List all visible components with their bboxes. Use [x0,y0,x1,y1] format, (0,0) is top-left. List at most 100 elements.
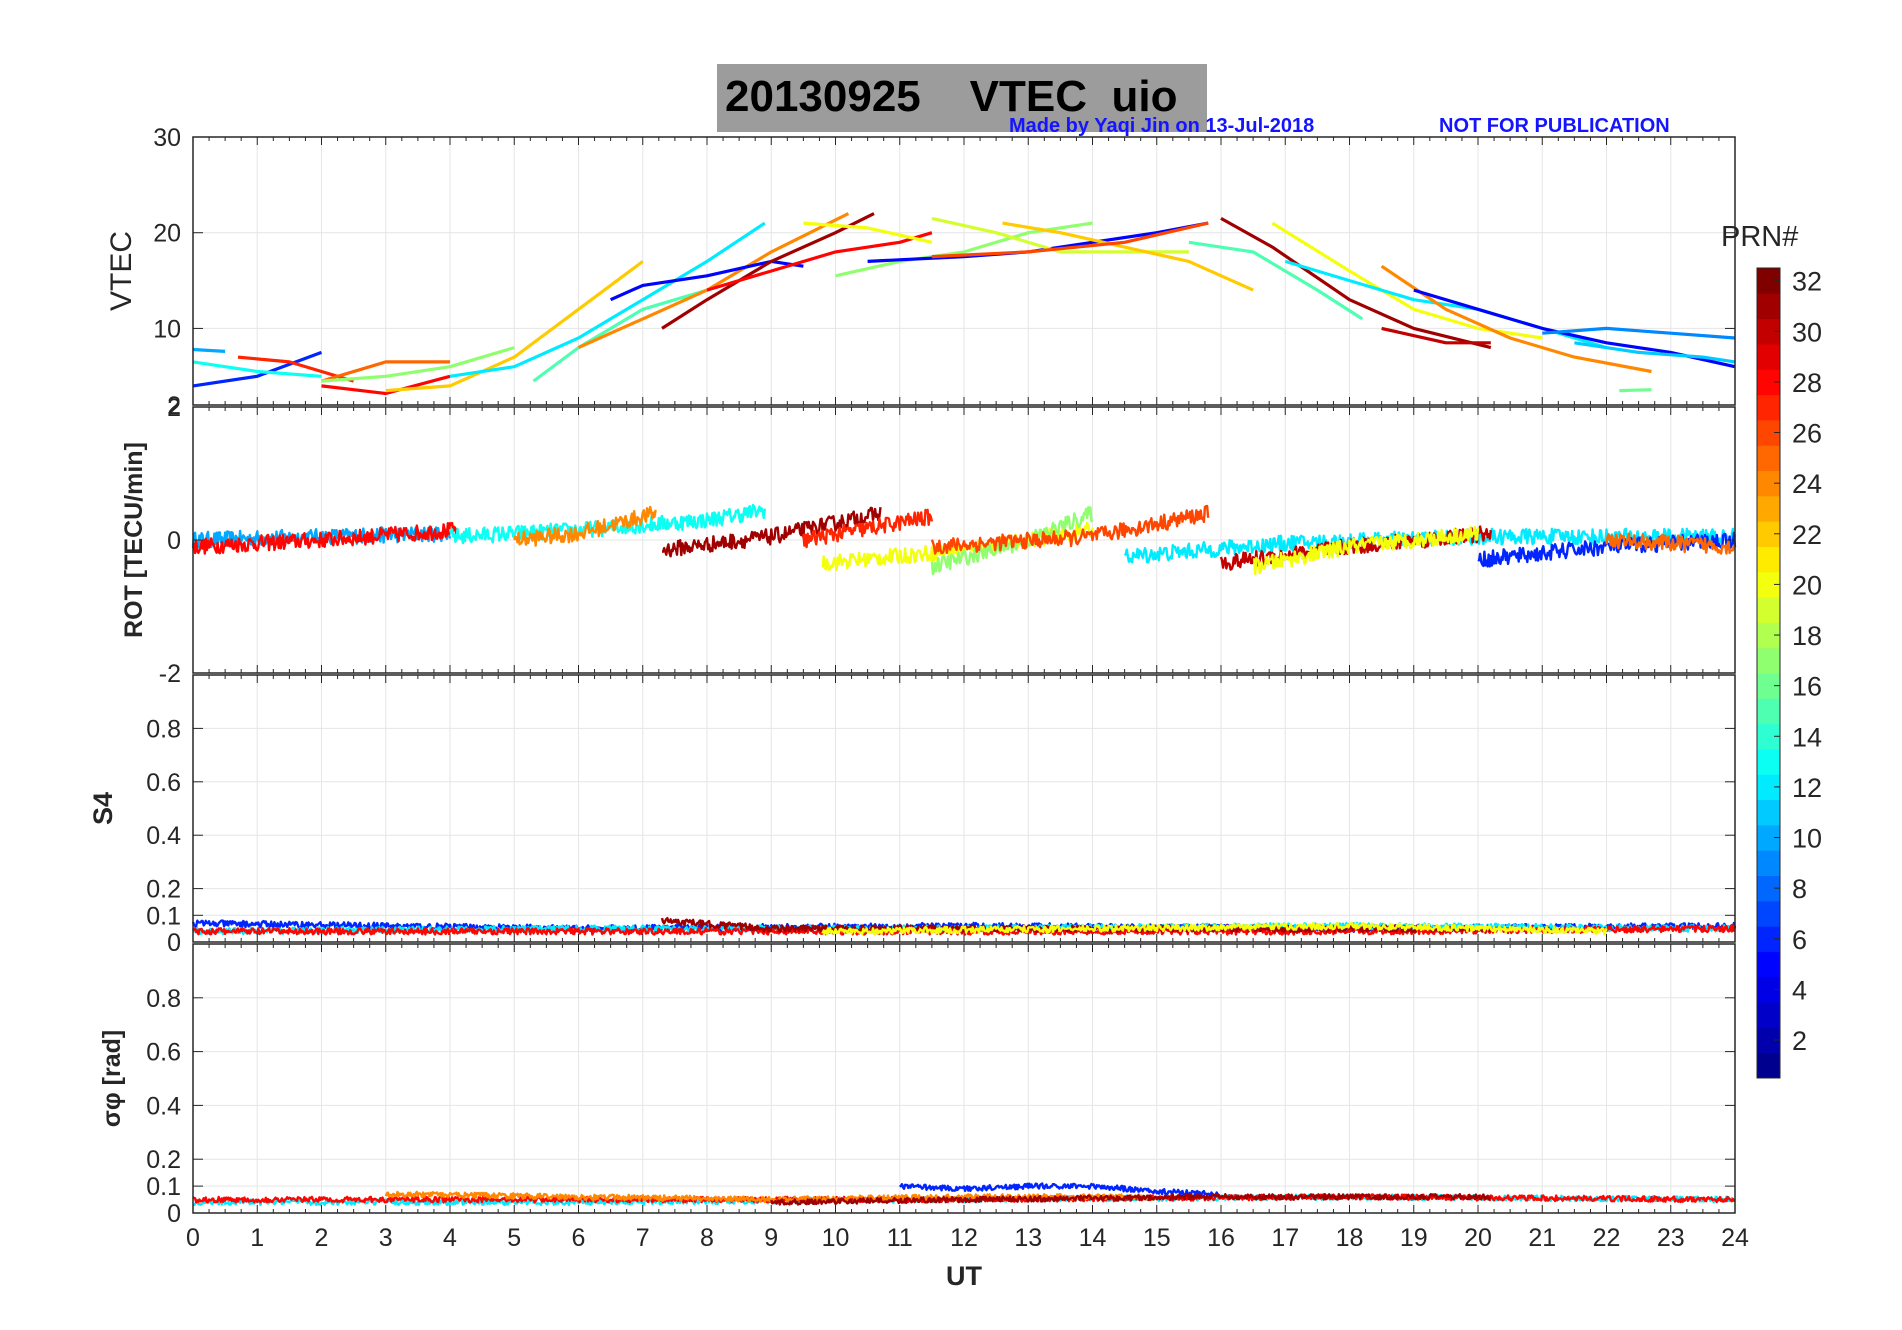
x-tick-label: 22 [1593,1224,1621,1252]
colorbar-swatch [1757,850,1780,876]
y-tick-label: 10 [153,315,181,343]
series-prn-10 [192,347,226,353]
colorbar-swatch [1757,268,1780,294]
y-axis-label: S4 [88,792,118,825]
colorbar-swatch [1757,571,1780,598]
y-tick-label: 0 [167,1200,181,1228]
colorbar-swatch [1757,546,1780,573]
x-tick-label: 4 [443,1224,457,1252]
x-tick-label: 24 [1721,1224,1749,1252]
x-tick-label: 20 [1464,1224,1492,1252]
series-prn-20 [1252,525,1480,576]
series-prn-20 [1271,221,1543,340]
x-tick-label: 18 [1336,1224,1364,1252]
series-prn-25 [321,360,450,383]
title-box [717,64,1207,132]
series-prn-20 [821,921,1608,936]
colorbar-tick-label: 4 [1792,975,1807,1005]
series-prn-22 [385,260,644,393]
colorbar-swatch [1757,343,1780,370]
colorbar-tick-label: 12 [1792,773,1822,803]
series-prn-24 [1380,264,1652,374]
colorbar-swatch [1757,748,1780,775]
series-prn-13 [448,503,766,545]
colorbar-tick-label: 10 [1792,824,1822,854]
x-tick-label: 9 [764,1224,778,1252]
colorbar-swatch [1757,976,1780,1003]
series-prn-22 [1002,221,1254,292]
colorbar-tick-label: 20 [1792,570,1822,600]
y-tick-label: 0.6 [146,1039,181,1067]
x-tick-label: 13 [1014,1224,1042,1252]
x-tick-label: 0 [186,1224,200,1252]
colorbar-label: PRN# [1721,221,1798,253]
series-prn-27 [237,355,355,383]
colorbar-swatch [1757,369,1780,396]
colorbar-swatch [1757,723,1780,750]
series-prn-6 [192,350,323,388]
colorbar-swatch [1757,673,1780,699]
y-tick-label: 2 [167,394,181,422]
series-prn-28 [321,374,451,396]
x-tick-label: 14 [1079,1224,1107,1252]
colorbar-tick-label: 24 [1792,469,1822,499]
colorbar-swatch [1757,597,1780,623]
x-tick-label: 2 [315,1224,329,1252]
x-tick-label: 8 [700,1224,714,1252]
page-title: 20130925 VTEC uio [725,72,1177,122]
y-tick-label: 0.8 [146,985,181,1013]
series-prn-24 [513,505,657,547]
colorbar-swatch [1757,521,1780,547]
panel-vtec: 2 10 20 30 VTEC [105,124,1736,420]
panel-s4: 00.10.2 0.4 0.6 0.8 S4 [88,674,1737,957]
colorbar-tick-label: 6 [1792,925,1807,955]
series-prn-15 [532,288,708,383]
title-date: 20130925 [725,72,921,121]
x-tick-label: 12 [950,1224,978,1252]
series-prn-6 [898,1182,1222,1198]
series-prn-13 [192,360,322,378]
y-axis-label: VTEC [105,231,138,311]
credit-author: Made by Yaqi Jin on 13-Jul-2018 [1009,115,1315,137]
colorbar-tick-label: 22 [1792,520,1822,550]
title-quantity: VTEC [969,72,1088,121]
y-axis-label: ROT [TECU/min] [120,442,148,638]
x-tick-label: 3 [379,1224,393,1252]
series-prn-11 [1574,341,1736,364]
colorbar-swatch [1757,824,1780,851]
colorbar-swatch [1757,926,1780,952]
colorbar-swatch [1757,1027,1780,1054]
x-tick-label: 10 [822,1224,850,1252]
series-prn-17 [930,506,1094,576]
y-tick-label: 0 [167,527,181,555]
colorbar-swatch [1757,875,1780,902]
x-tick-label: 1 [250,1224,264,1252]
series-prn-5 [609,259,804,302]
y-tick-label: 2 [167,392,181,420]
y-tick-label: 20 [153,220,181,248]
colorbar-frame [1756,267,1781,1079]
colorbar-swatch [1757,647,1780,674]
colorbar-swatch [1757,470,1780,497]
colorbar-tick-label: 32 [1792,267,1822,297]
x-tick-label: 23 [1657,1224,1685,1252]
y-tick-label: 0.4 [146,822,181,850]
series-prn-12 [449,221,766,378]
colorbar-swatch [1757,900,1780,927]
colorbar-swatch [1757,1052,1780,1079]
series-prn-25 [1605,532,1736,555]
series-prn-9 [1542,326,1736,340]
x-tick-label: 16 [1207,1224,1235,1252]
series-prn-27 [802,508,934,549]
x-tick-label: 15 [1143,1224,1171,1252]
colorbar-swatch [1757,293,1780,320]
series-prn-16 [1619,388,1652,393]
series-prn-12 [1284,259,1607,350]
y-tick-label: 0.4 [146,1092,181,1120]
x-tick-label: 7 [636,1224,650,1252]
x-tick-label: 17 [1271,1224,1299,1252]
y-tick-label: 0.6 [146,769,181,797]
series-prn-28 [191,521,458,555]
series-prn-20 [803,221,933,244]
